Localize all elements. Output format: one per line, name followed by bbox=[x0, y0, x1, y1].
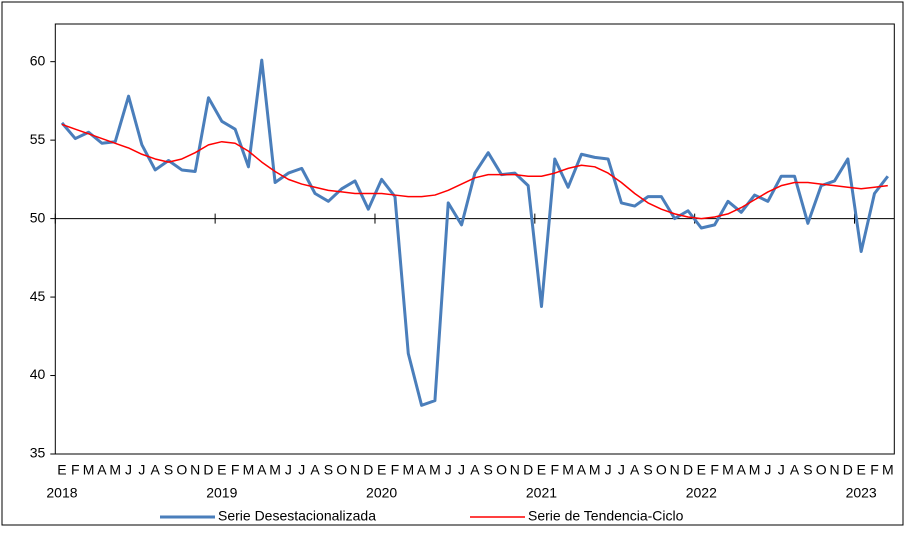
x-tick-label: M bbox=[269, 462, 281, 478]
x-tick-label: M bbox=[429, 462, 441, 478]
x-tick-label: S bbox=[484, 462, 493, 478]
x-tick-label: J bbox=[764, 462, 771, 478]
x-tick-label: A bbox=[151, 462, 161, 478]
x-tick-label: N bbox=[350, 462, 360, 478]
y-tick-label: 50 bbox=[30, 209, 46, 225]
legend-label: Serie de Tendencia-Ciclo bbox=[528, 508, 684, 524]
x-tick-label: F bbox=[551, 462, 560, 478]
x-tick-label: F bbox=[231, 462, 240, 478]
x-tick-label: E bbox=[217, 462, 226, 478]
x-tick-label: M bbox=[562, 462, 574, 478]
x-tick-label: A bbox=[97, 462, 107, 478]
x-tick-label: M bbox=[243, 462, 255, 478]
x-tick-label: E bbox=[537, 462, 546, 478]
x-tick-label: M bbox=[882, 462, 894, 478]
x-tick-label: S bbox=[164, 462, 173, 478]
x-tick-label: D bbox=[843, 462, 853, 478]
x-tick-label: N bbox=[510, 462, 520, 478]
x-tick-label: D bbox=[363, 462, 373, 478]
x-tick-label: E bbox=[57, 462, 66, 478]
x-tick-label: A bbox=[310, 462, 320, 478]
x-tick-label: A bbox=[630, 462, 640, 478]
x-tick-label: M bbox=[109, 462, 121, 478]
y-tick-label: 60 bbox=[30, 52, 46, 68]
y-tick-label: 55 bbox=[30, 131, 46, 147]
x-tick-label: J bbox=[298, 462, 305, 478]
x-tick-label: M bbox=[402, 462, 414, 478]
x-tick-label: D bbox=[683, 462, 693, 478]
x-tick-label: J bbox=[605, 462, 612, 478]
y-tick-label: 35 bbox=[30, 445, 46, 461]
x-tick-label: J bbox=[285, 462, 292, 478]
year-label: 2022 bbox=[686, 485, 717, 501]
x-tick-label: D bbox=[523, 462, 533, 478]
x-tick-label: O bbox=[656, 462, 667, 478]
x-tick-label: D bbox=[203, 462, 213, 478]
year-label: 2021 bbox=[526, 485, 557, 501]
x-tick-label: F bbox=[710, 462, 719, 478]
x-tick-label: A bbox=[417, 462, 427, 478]
x-tick-label: J bbox=[138, 462, 145, 478]
x-tick-label: A bbox=[577, 462, 587, 478]
x-tick-label: O bbox=[496, 462, 507, 478]
x-tick-label: M bbox=[749, 462, 761, 478]
year-label: 2018 bbox=[46, 485, 77, 501]
series-line bbox=[61, 123, 888, 220]
x-tick-label: S bbox=[803, 462, 812, 478]
y-tick-label: 45 bbox=[30, 288, 46, 304]
x-tick-label: N bbox=[190, 462, 200, 478]
x-tick-label: A bbox=[470, 462, 480, 478]
x-tick-label: M bbox=[722, 462, 734, 478]
x-tick-label: J bbox=[618, 462, 625, 478]
x-tick-label: J bbox=[125, 462, 132, 478]
x-tick-label: E bbox=[697, 462, 706, 478]
year-label: 2023 bbox=[846, 485, 877, 501]
year-label: 2020 bbox=[366, 485, 397, 501]
x-tick-label: M bbox=[589, 462, 601, 478]
x-tick-label: E bbox=[377, 462, 386, 478]
x-tick-label: J bbox=[778, 462, 785, 478]
x-tick-label: A bbox=[737, 462, 747, 478]
x-tick-label: N bbox=[670, 462, 680, 478]
legend-label: Serie Desestacionalizada bbox=[218, 508, 376, 524]
x-tick-label: J bbox=[445, 462, 452, 478]
x-tick-label: J bbox=[458, 462, 465, 478]
x-tick-label: F bbox=[391, 462, 400, 478]
x-tick-label: O bbox=[176, 462, 187, 478]
x-tick-label: N bbox=[829, 462, 839, 478]
x-tick-label: S bbox=[324, 462, 333, 478]
y-tick-label: 40 bbox=[30, 366, 46, 382]
year-label: 2019 bbox=[206, 485, 237, 501]
x-tick-label: S bbox=[643, 462, 652, 478]
x-tick-label: M bbox=[83, 462, 95, 478]
x-tick-label: F bbox=[870, 462, 879, 478]
x-tick-label: A bbox=[790, 462, 800, 478]
x-tick-label: A bbox=[257, 462, 267, 478]
plot-border bbox=[54, 23, 895, 455]
series-line bbox=[60, 58, 889, 407]
x-tick-label: O bbox=[336, 462, 347, 478]
x-tick-label: E bbox=[856, 462, 865, 478]
x-tick-label: O bbox=[816, 462, 827, 478]
x-tick-label: F bbox=[71, 462, 80, 478]
